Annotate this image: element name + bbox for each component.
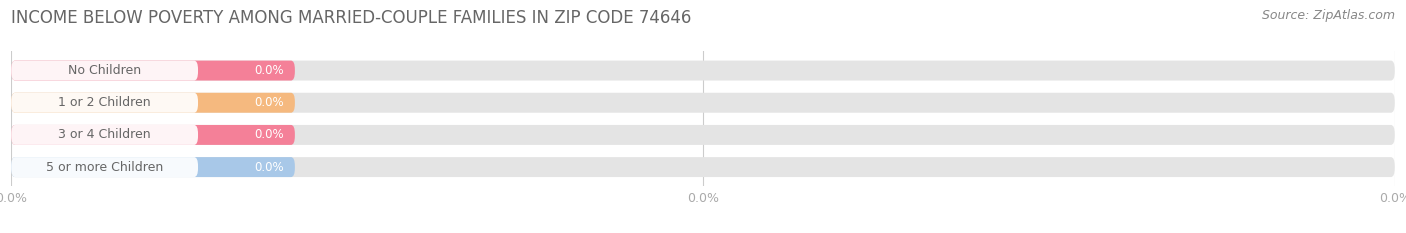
Text: Source: ZipAtlas.com: Source: ZipAtlas.com (1261, 9, 1395, 22)
FancyBboxPatch shape (11, 125, 295, 145)
FancyBboxPatch shape (11, 157, 198, 177)
Text: 0.0%: 0.0% (254, 64, 284, 77)
Text: 0.0%: 0.0% (254, 161, 284, 174)
Text: 1 or 2 Children: 1 or 2 Children (58, 96, 150, 109)
FancyBboxPatch shape (11, 157, 1395, 177)
FancyBboxPatch shape (11, 93, 1395, 113)
FancyBboxPatch shape (11, 61, 295, 81)
Text: 0.0%: 0.0% (254, 128, 284, 141)
FancyBboxPatch shape (11, 61, 1395, 81)
Text: 5 or more Children: 5 or more Children (46, 161, 163, 174)
FancyBboxPatch shape (11, 61, 198, 81)
FancyBboxPatch shape (11, 125, 198, 145)
FancyBboxPatch shape (11, 93, 295, 113)
FancyBboxPatch shape (11, 125, 1395, 145)
Text: 3 or 4 Children: 3 or 4 Children (58, 128, 150, 141)
FancyBboxPatch shape (11, 157, 295, 177)
Text: No Children: No Children (67, 64, 141, 77)
FancyBboxPatch shape (11, 93, 198, 113)
Text: INCOME BELOW POVERTY AMONG MARRIED-COUPLE FAMILIES IN ZIP CODE 74646: INCOME BELOW POVERTY AMONG MARRIED-COUPL… (11, 9, 692, 27)
Text: 0.0%: 0.0% (254, 96, 284, 109)
